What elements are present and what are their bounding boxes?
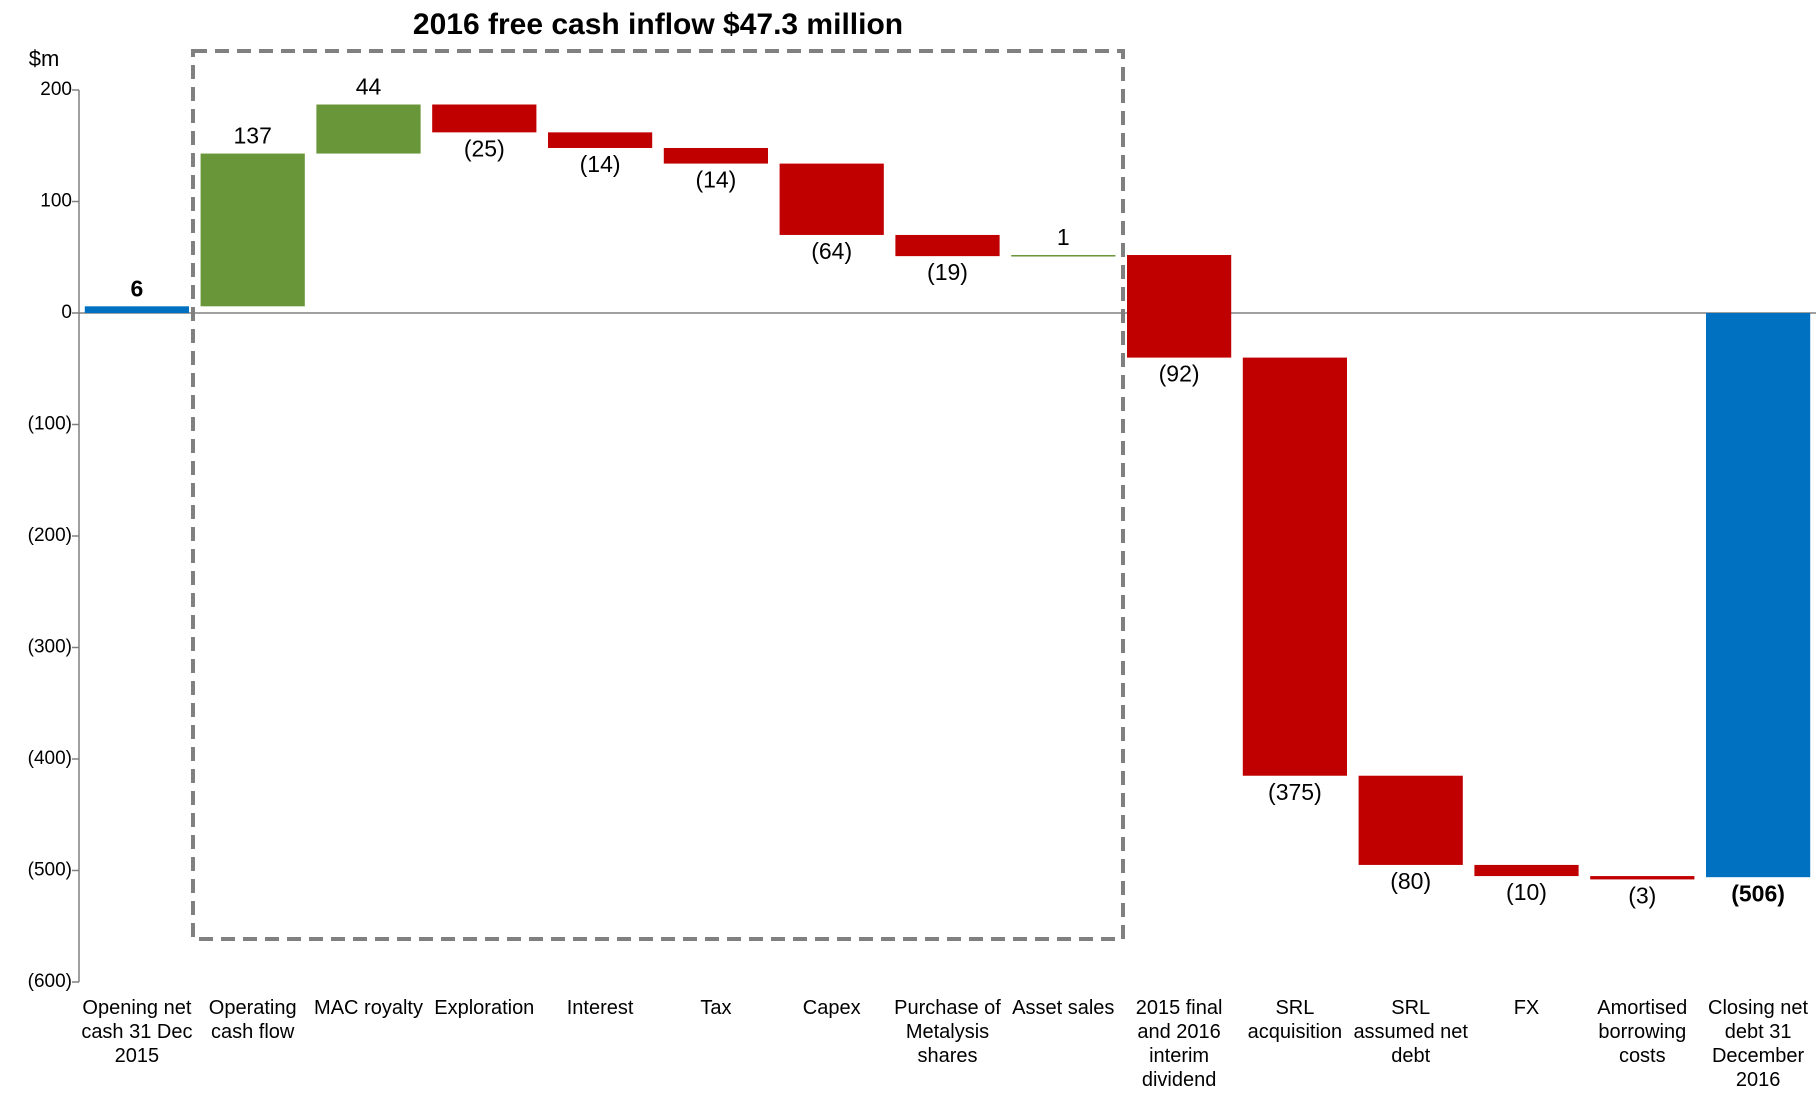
y-tick-label: 200 [40, 79, 72, 100]
chart-title: 2016 free cash inflow $47.3 million [413, 8, 903, 41]
value-label: (506) [1731, 880, 1785, 906]
value-label: (64) [811, 238, 852, 264]
value-label: (14) [580, 151, 621, 177]
value-label: (19) [927, 259, 968, 285]
bar [1590, 876, 1695, 880]
bar [547, 132, 653, 148]
x-tick-label: Capex [802, 997, 861, 1019]
bar [1011, 255, 1116, 257]
bar [895, 234, 1000, 257]
highlight-box [191, 49, 1125, 941]
y-axis-label: $m [29, 46, 60, 71]
y-tick-label: 0 [61, 302, 72, 323]
x-tick-label: 2015 final and 2016 interim dividend [1135, 997, 1223, 1091]
y-tick-label: (100) [28, 414, 72, 435]
value-label: (14) [695, 167, 736, 193]
y-tick-label: (500) [28, 860, 72, 881]
y-tick-label: (200) [28, 525, 72, 546]
bar [663, 147, 769, 164]
y-tick-label: (600) [28, 971, 72, 992]
x-tick-label: Asset sales [1012, 997, 1115, 1019]
value-label: (375) [1268, 779, 1322, 805]
x-tick-label: Purchase of Metalysis shares [894, 997, 1001, 1067]
x-tick-label: Amortised borrowing costs [1597, 997, 1688, 1067]
x-tick-label: Operating cash flow [208, 997, 297, 1043]
value-label: 137 [234, 123, 272, 149]
x-tick-label: MAC royalty [314, 997, 423, 1019]
bar [1358, 775, 1463, 865]
x-tick-label: Exploration [434, 997, 535, 1019]
x-tick-label: Closing net debt 31 December 2016 [1708, 997, 1809, 1091]
x-tick-label: Tax [700, 997, 732, 1019]
bar [1705, 313, 1811, 878]
y-tick-label: 100 [40, 191, 72, 212]
bar [1474, 864, 1579, 877]
value-label: (3) [1628, 882, 1656, 908]
value-label: (92) [1159, 361, 1200, 387]
value-label: (10) [1506, 879, 1547, 905]
x-tick-label: SRL assumed net debt [1353, 997, 1468, 1067]
bar [200, 153, 305, 307]
x-tick-label: FX [1513, 997, 1540, 1019]
bar [432, 104, 537, 133]
value-label: 6 [131, 275, 144, 301]
x-tick-label: Interest [566, 997, 634, 1019]
x-tick-label: SRL acquisition [1247, 997, 1343, 1043]
value-label: 44 [356, 74, 382, 100]
bar [316, 104, 421, 154]
bar [84, 306, 190, 313]
value-label: 1 [1057, 224, 1070, 250]
bar [1242, 357, 1348, 776]
value-label: (25) [464, 135, 505, 161]
y-tick-label: (400) [28, 748, 72, 769]
y-tick-label: (300) [28, 637, 72, 658]
value-label: (80) [1390, 868, 1431, 894]
bar [1126, 255, 1232, 358]
x-tick-label: Opening net cash 31 Dec 2015 [81, 997, 193, 1067]
bar [779, 163, 884, 235]
